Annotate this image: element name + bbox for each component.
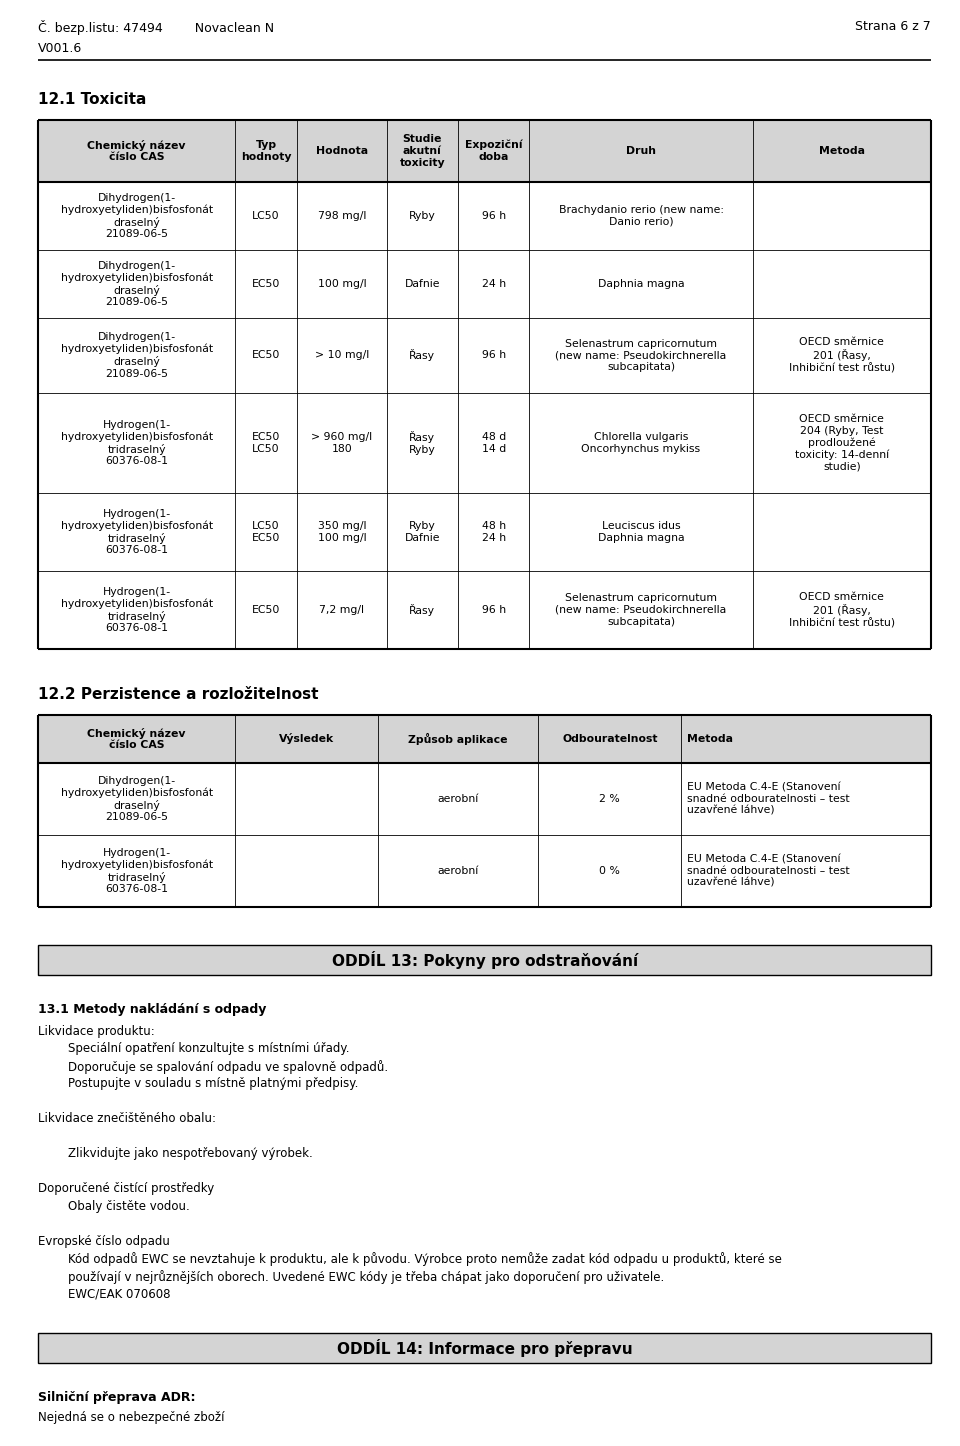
Text: Ryby: Ryby — [409, 211, 436, 221]
Text: Č. bezp.listu: 47494        Novaclean N: Č. bezp.listu: 47494 Novaclean N — [38, 20, 275, 35]
Bar — [38, 120, 931, 182]
Text: 12.1 Toxicita: 12.1 Toxicita — [38, 93, 147, 107]
Text: Selenastrum capricornutum
(new name: Pseudokirchnerella
subcapitata): Selenastrum capricornutum (new name: Pse… — [556, 338, 727, 372]
Text: Doporučené čistící prostředky: Doporučené čistící prostředky — [38, 1183, 215, 1196]
Text: používají v nejrůznějších oborech. Uvedené EWC kódy je třeba chápat jako doporuč: používají v nejrůznějších oborech. Uvede… — [68, 1270, 664, 1284]
Text: Řasy: Řasy — [409, 350, 435, 362]
Text: 96 h: 96 h — [482, 604, 506, 615]
Text: EU Metoda C.4-E (Stanovení
snadné odbouratelnosti – test
uzavřené láhve): EU Metoda C.4-E (Stanovení snadné odbour… — [687, 855, 850, 888]
Text: Hodnota: Hodnota — [316, 146, 368, 156]
Text: Postupujte v souladu s místně platnými předpisy.: Postupujte v souladu s místně platnými p… — [68, 1077, 359, 1090]
Text: Doporučuje se spalování odpadu ve spalovně odpadů.: Doporučuje se spalování odpadu ve spalov… — [68, 1060, 389, 1074]
Bar — [38, 1333, 931, 1364]
Text: 96 h: 96 h — [482, 211, 506, 221]
Text: EU Metoda C.4-E (Stanovení
snadné odbouratelnosti – test
uzavřené láhve): EU Metoda C.4-E (Stanovení snadné odbour… — [687, 782, 850, 816]
Text: 24 h: 24 h — [482, 279, 506, 289]
Text: Způsob aplikace: Způsob aplikace — [408, 733, 508, 745]
Text: Dihydrogen(1-
hydroxyetyliden)bisfosfonát
draselný
21089-06-5: Dihydrogen(1- hydroxyetyliden)bisfosfoná… — [60, 192, 213, 239]
Text: Metoda: Metoda — [687, 735, 733, 745]
Text: > 960 mg/l
180: > 960 mg/l 180 — [311, 432, 372, 454]
Text: 798 mg/l: 798 mg/l — [318, 211, 366, 221]
Text: OECD směrnice
201 (Řasy,
Inhibiční test růstu): OECD směrnice 201 (Řasy, Inhibiční test … — [789, 337, 895, 373]
Text: aerobní: aerobní — [438, 866, 479, 876]
Text: Dafnie: Dafnie — [404, 279, 440, 289]
Text: EC50
LC50: EC50 LC50 — [252, 432, 280, 454]
Text: EC50: EC50 — [252, 279, 280, 289]
Text: Brachydanio rerio (new name:
Danio rerio): Brachydanio rerio (new name: Danio rerio… — [559, 205, 724, 227]
Text: Druh: Druh — [626, 146, 656, 156]
Text: Kód odpadů EWC se nevztahuje k produktu, ale k původu. Výrobce proto nemůže zada: Kód odpadů EWC se nevztahuje k produktu,… — [68, 1252, 782, 1267]
Text: > 10 mg/l: > 10 mg/l — [315, 350, 369, 360]
Text: Likvidace produktu:: Likvidace produktu: — [38, 1025, 156, 1038]
Text: V001.6: V001.6 — [38, 42, 83, 55]
Text: OECD směrnice
204 (Ryby, Test
prodloužené
toxicity: 14-denní
studie): OECD směrnice 204 (Ryby, Test prodloužen… — [795, 414, 889, 471]
Text: OECD směrnice
201 (Řasy,
Inhibiční test růstu): OECD směrnice 201 (Řasy, Inhibiční test … — [789, 591, 895, 628]
Text: Dihydrogen(1-
hydroxyetyliden)bisfosfonát
draselný
21089-06-5: Dihydrogen(1- hydroxyetyliden)bisfosfoná… — [60, 260, 213, 308]
Text: EC50: EC50 — [252, 350, 280, 360]
Text: Silniční přeprava ADR:: Silniční přeprava ADR: — [38, 1391, 196, 1404]
Text: Expoziční
doba: Expoziční doba — [465, 140, 522, 162]
Text: 0 %: 0 % — [599, 866, 620, 876]
Text: Strana 6 z 7: Strana 6 z 7 — [855, 20, 931, 33]
Text: 2 %: 2 % — [599, 794, 620, 804]
Text: ODDÍL 13: Pokyny pro odstraňování: ODDÍL 13: Pokyny pro odstraňování — [332, 951, 637, 969]
Text: 48 d
14 d: 48 d 14 d — [482, 432, 506, 454]
Text: 96 h: 96 h — [482, 350, 506, 360]
Text: 100 mg/l: 100 mg/l — [318, 279, 367, 289]
Text: EWC/EAK 070608: EWC/EAK 070608 — [68, 1287, 171, 1300]
Text: Řasy: Řasy — [409, 604, 435, 616]
Text: ODDÍL 14: Informace pro přepravu: ODDÍL 14: Informace pro přepravu — [337, 1339, 633, 1356]
Text: LC50
EC50: LC50 EC50 — [252, 521, 280, 542]
Text: Hydrogen(1-
hydroxyetyliden)bisfosfonát
tridraselný
60376-08-1: Hydrogen(1- hydroxyetyliden)bisfosfonát … — [60, 847, 213, 894]
Text: Studie
akutní
toxicity: Studie akutní toxicity — [399, 134, 445, 168]
Text: Likvidace znečištěného obalu:: Likvidace znečištěného obalu: — [38, 1112, 216, 1125]
Text: Hydrogen(1-
hydroxyetyliden)bisfosfonát
tridraselný
60376-08-1: Hydrogen(1- hydroxyetyliden)bisfosfonát … — [60, 509, 213, 555]
Text: Výsledek: Výsledek — [278, 733, 334, 745]
Bar — [38, 946, 931, 975]
Text: 12.2 Perzistence a rozložitelnost: 12.2 Perzistence a rozložitelnost — [38, 687, 319, 701]
Text: EC50: EC50 — [252, 604, 280, 615]
Text: Evropské číslo odpadu: Evropské číslo odpadu — [38, 1235, 170, 1248]
Text: LC50: LC50 — [252, 211, 280, 221]
Text: Dihydrogen(1-
hydroxyetyliden)bisfosfonát
draselný
21089-06-5: Dihydrogen(1- hydroxyetyliden)bisfosfoná… — [60, 775, 213, 823]
Text: Typ
hodnoty: Typ hodnoty — [241, 140, 291, 162]
Text: 13.1 Metody nakládání s odpady: 13.1 Metody nakládání s odpady — [38, 1004, 267, 1017]
Text: Hydrogen(1-
hydroxyetyliden)bisfosfonát
tridraselný
60376-08-1: Hydrogen(1- hydroxyetyliden)bisfosfonát … — [60, 587, 213, 633]
Text: Selenastrum capricornutum
(new name: Pseudokirchnerella
subcapitata): Selenastrum capricornutum (new name: Pse… — [556, 593, 727, 626]
Text: Obaly čistěte vodou.: Obaly čistěte vodou. — [68, 1200, 190, 1213]
Text: Chemický název
číslo CAS: Chemický název číslo CAS — [87, 140, 186, 162]
Text: Ryby
Dafnie: Ryby Dafnie — [404, 521, 440, 542]
Text: Daphnia magna: Daphnia magna — [598, 279, 684, 289]
Text: Odbouratelnost: Odbouratelnost — [562, 735, 658, 745]
Bar — [38, 714, 931, 763]
Text: Chemický název
číslo CAS: Chemický název číslo CAS — [87, 727, 186, 750]
Text: 350 mg/l
100 mg/l: 350 mg/l 100 mg/l — [318, 521, 367, 542]
Text: Nejedná se o nebezpečné zboží: Nejedná se o nebezpečné zboží — [38, 1411, 225, 1424]
Text: Zlikvidujte jako nespotřebovaný výrobek.: Zlikvidujte jako nespotřebovaný výrobek. — [68, 1148, 313, 1161]
Text: 7,2 mg/l: 7,2 mg/l — [320, 604, 365, 615]
Text: Leuciscus idus
Daphnia magna: Leuciscus idus Daphnia magna — [598, 521, 684, 542]
Text: Chlorella vulgaris
Oncorhynchus mykiss: Chlorella vulgaris Oncorhynchus mykiss — [582, 432, 701, 454]
Text: Řasy
Ryby: Řasy Ryby — [409, 431, 436, 455]
Text: 48 h
24 h: 48 h 24 h — [482, 521, 506, 542]
Text: Metoda: Metoda — [819, 146, 865, 156]
Text: Dihydrogen(1-
hydroxyetyliden)bisfosfonát
draselný
21089-06-5: Dihydrogen(1- hydroxyetyliden)bisfosfoná… — [60, 333, 213, 379]
Text: aerobní: aerobní — [438, 794, 479, 804]
Text: Hydrogen(1-
hydroxyetyliden)bisfosfonát
tridraselný
60376-08-1: Hydrogen(1- hydroxyetyliden)bisfosfonát … — [60, 419, 213, 466]
Text: Speciální opatření konzultujte s místními úřady.: Speciální opatření konzultujte s místním… — [68, 1043, 349, 1056]
